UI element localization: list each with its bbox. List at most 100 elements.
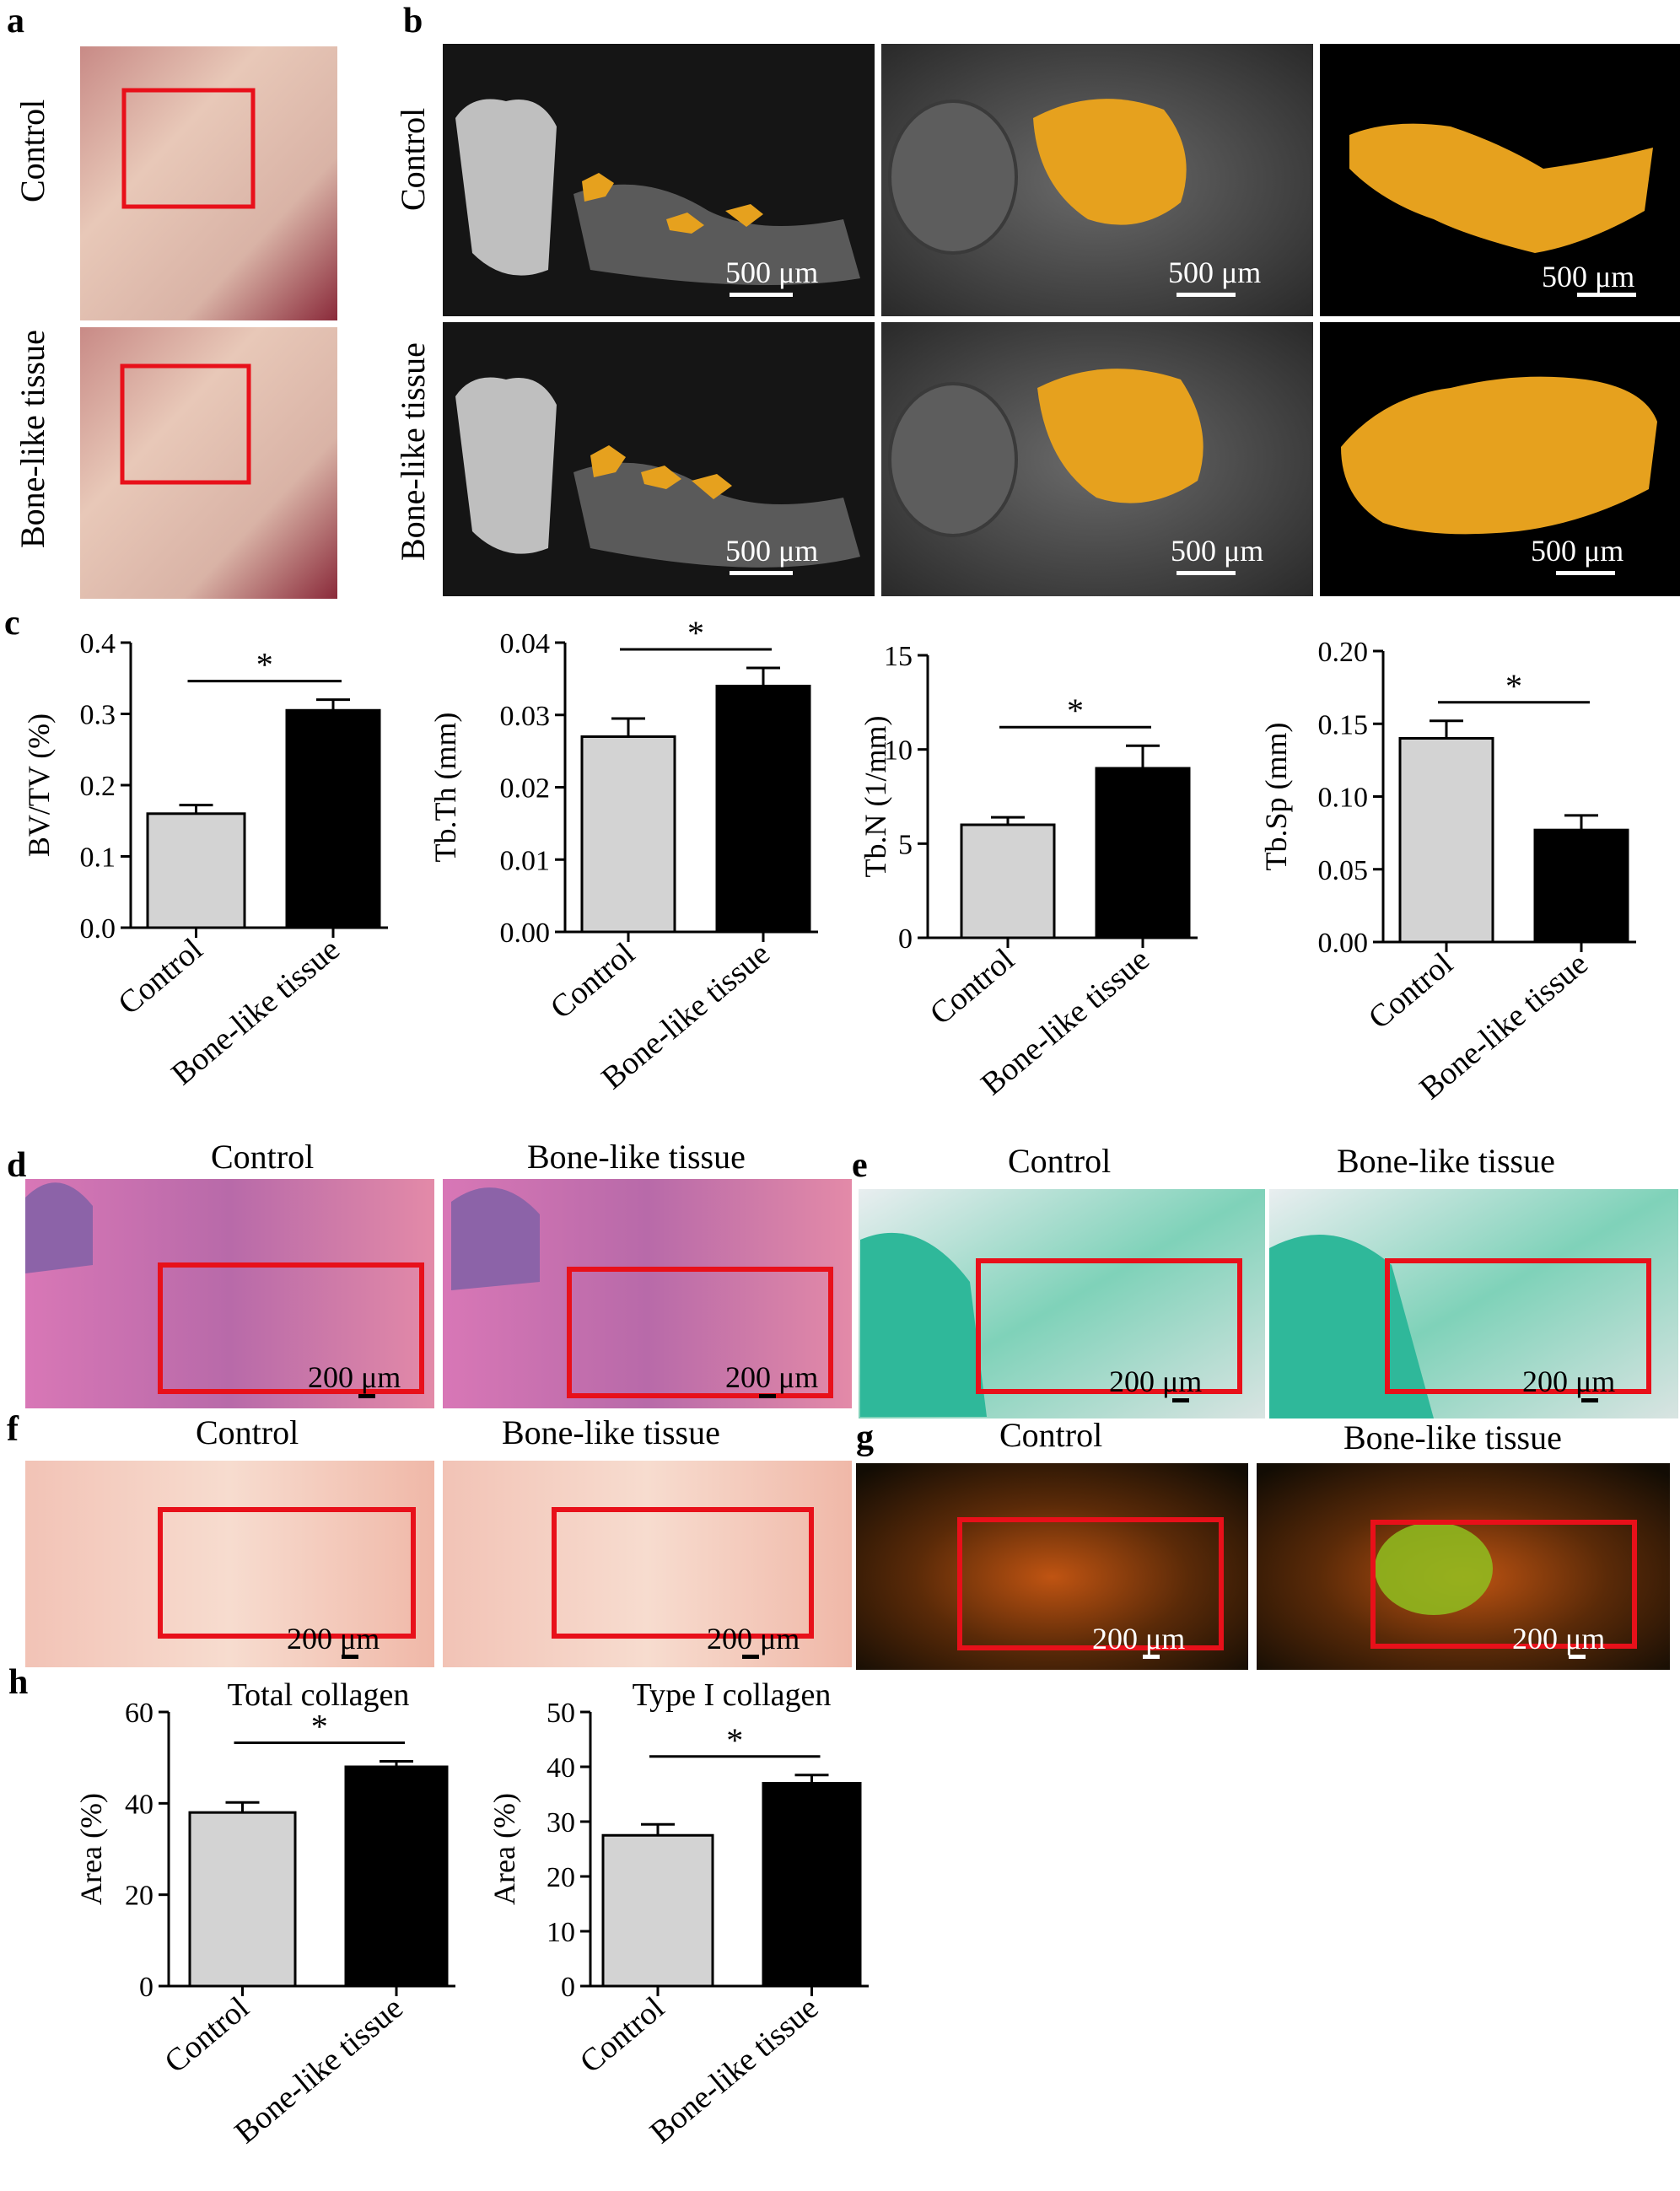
x-tick-label: Bone-like tissue	[228, 1990, 409, 2151]
roi-box	[976, 1258, 1242, 1394]
scale-bar	[759, 1394, 776, 1398]
row-label-bone: Bone-like tissue	[13, 330, 51, 548]
scale-bar	[1143, 1655, 1160, 1659]
chart-title: Type I collagen	[633, 1677, 832, 1713]
roi-box	[552, 1507, 814, 1639]
new-bone-highlight	[590, 445, 732, 499]
column-label-bone: Bone-like tissue	[1337, 1142, 1555, 1180]
bar-bone-like-tissue	[344, 1765, 449, 1988]
panel-d: Control Bone-like tissue 200 μm 200 μm	[25, 1138, 852, 1408]
column-label-control: Control	[1008, 1142, 1111, 1180]
scale-bar-label: 200 μm	[1522, 1365, 1615, 1398]
scale-bar	[1581, 1398, 1598, 1402]
bar-bone-like-tissue	[762, 1782, 862, 1988]
y-axis-label: Tb.Sp (mm)	[1259, 723, 1293, 871]
roi-box	[567, 1267, 833, 1398]
tooth-shape	[25, 1182, 93, 1273]
y-tick-label: 0.3	[80, 700, 116, 731]
roi-box	[1385, 1258, 1651, 1394]
significance-marker: *	[256, 646, 273, 684]
y-tick-label: 60	[125, 1698, 153, 1729]
scale-bar-label: 500 μm	[1168, 256, 1261, 289]
scale-bar-label: 500 μm	[1531, 534, 1623, 568]
chart-total-collagen: Total collagen 0 20 40 60 Area (%) ControlBone…	[74, 1677, 455, 2151]
bone-render	[1341, 376, 1657, 535]
y-tick-label: 40	[547, 1752, 575, 1784]
scale-bar-label: 500 μm	[1542, 260, 1634, 293]
polarized-control	[856, 1463, 1248, 1670]
significance-marker: *	[1067, 692, 1084, 729]
panel-e: Control Bone-like tissue 200 μm 200 μm	[859, 1142, 1678, 1418]
scale-bar	[1172, 1398, 1189, 1402]
panel-a: Control Bone-like tissue	[13, 46, 337, 599]
chart-title: Total collagen	[228, 1677, 410, 1713]
bone-shape	[573, 184, 860, 285]
y-axis-label: Tb.N (1/mm)	[859, 716, 892, 878]
y-tick-label: 0.2	[80, 771, 116, 802]
significance-marker: *	[1505, 667, 1522, 705]
y-tick-label: 0.4	[80, 628, 116, 659]
sirius-red-control	[25, 1461, 434, 1667]
scale-bar-label: 200 μm	[287, 1622, 380, 1655]
scale-bar-label: 500 μm	[1171, 534, 1263, 568]
panel-letter-a: a	[7, 2, 24, 40]
scale-bar-label: 200 μm	[1092, 1622, 1185, 1655]
bar-control	[580, 735, 676, 934]
y-tick-label: 0.0	[80, 913, 116, 945]
x-tick-label: Control	[573, 1990, 671, 2081]
y-tick-label: 20	[547, 1862, 575, 1893]
roi-box	[957, 1517, 1224, 1650]
collagen-region	[1269, 1235, 1434, 1418]
y-tick-label: 0.00	[500, 918, 551, 949]
x-tick-label: Control	[544, 936, 642, 1026]
roi-box	[121, 88, 256, 209]
x-tick-label: Control	[158, 1990, 256, 2081]
sirius-red-bone	[443, 1461, 852, 1667]
y-tick-label: 0.20	[1318, 637, 1369, 668]
scale-bar	[1177, 293, 1236, 297]
y-axis-label: Area (%)	[487, 1793, 521, 1905]
column-label-control: Control	[999, 1416, 1102, 1454]
bone-render	[1349, 123, 1653, 253]
y-tick-label: 10	[884, 735, 913, 767]
y-tick-label: 0.01	[500, 845, 551, 876]
scale-bar-label: 500 μm	[725, 534, 818, 568]
y-tick-label: 0.15	[1318, 709, 1369, 740]
tooth-shape	[455, 377, 557, 554]
x-tick-label: Control	[923, 942, 1021, 1032]
roi-box	[158, 1507, 416, 1639]
bar-control	[188, 1811, 297, 1988]
scale-bar	[742, 1655, 759, 1659]
x-tick-label: Control	[1362, 946, 1460, 1036]
y-tick-label: 50	[547, 1698, 575, 1729]
bar-control	[1398, 737, 1494, 944]
y-tick-label: 0.04	[500, 628, 551, 659]
panel-letter-g: g	[856, 1418, 874, 1457]
scale-bar-label: 200 μm	[1109, 1365, 1202, 1398]
scale-bar	[358, 1394, 375, 1398]
column-label-bone: Bone-like tissue	[502, 1413, 720, 1451]
panel-f: Control Bone-like tissue 200 μm 200 μm	[25, 1413, 852, 1667]
y-axis-label: Tb.Th (mm)	[428, 713, 462, 863]
y-tick-label: 0	[561, 1972, 575, 2003]
panel-letter-b: b	[403, 2, 423, 40]
roi-box	[120, 363, 251, 485]
y-tick-label: 0.10	[1318, 783, 1369, 814]
y-tick-label: 20	[125, 1881, 153, 1912]
y-tick-label: 30	[547, 1807, 575, 1838]
bar-control	[601, 1833, 714, 1988]
bar-bone-like-tissue	[1095, 767, 1191, 939]
y-tick-label: 0.05	[1318, 855, 1369, 886]
y-tick-label: 5	[898, 829, 913, 860]
scale-bar-label: 200 μm	[1512, 1622, 1605, 1655]
y-tick-label: 0	[898, 923, 913, 955]
roi-box	[1370, 1520, 1637, 1649]
scale-bar	[1577, 293, 1636, 297]
y-tick-label: 15	[884, 641, 913, 672]
panel-letter-f: f	[7, 1410, 19, 1449]
scale-bar	[1569, 1655, 1586, 1659]
